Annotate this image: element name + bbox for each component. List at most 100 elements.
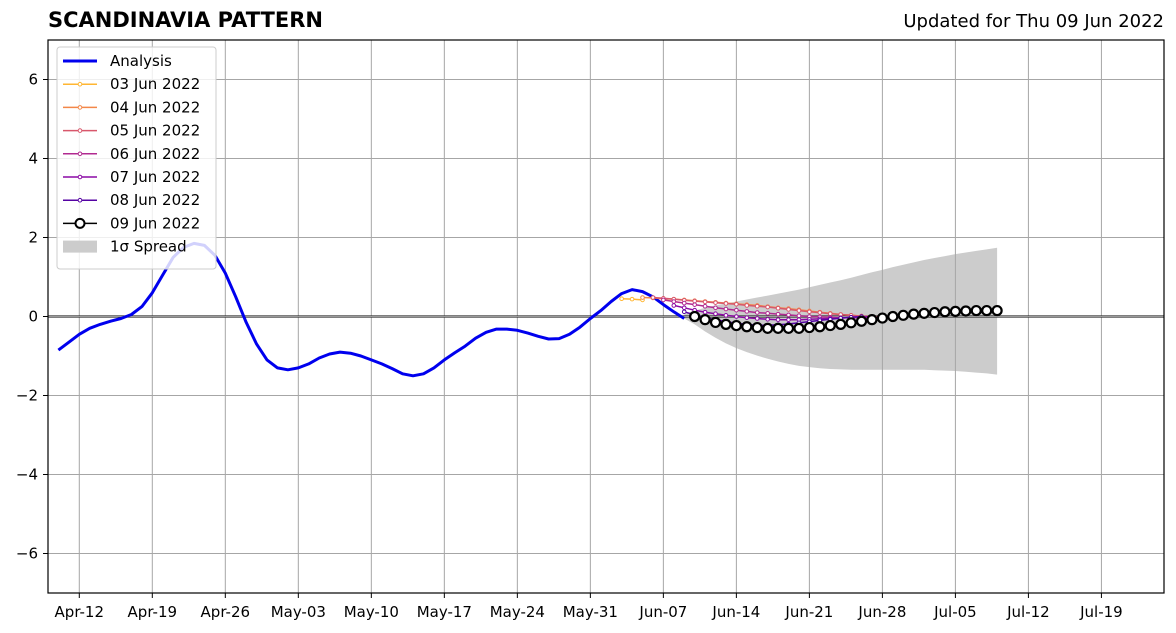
y-tick-label: −6 [16,545,38,563]
latest-forecast-point [803,321,815,334]
x-tick-label: Jun-28 [857,603,906,621]
forecast-point [796,308,802,313]
forecast-point [702,303,708,309]
legend-label: 09 Jun 2022 [110,214,200,232]
forecast-point [713,305,718,311]
spread-band [684,247,998,375]
latest-forecast-point [782,322,795,334]
latest-forecast-point [845,317,857,329]
x-tick-label: Apr-12 [55,603,105,621]
latest-forecast-series [689,304,1003,334]
latest-forecast-point [939,306,951,318]
latest-forecast-point [887,310,899,323]
legend-swatch-marker [74,217,86,229]
forecast-point [754,310,760,315]
forecast-point [765,304,770,310]
x-tick-label: May-10 [344,603,399,621]
forecast-point [640,295,645,300]
x-tick-label: Jun-07 [638,603,687,621]
legend: Analysis 03 Jun 2022 04 Jun 2022 05 Jun 202… [56,46,217,270]
forecast-point [754,303,760,309]
forecast-point [723,306,729,312]
latest-forecast-point [866,314,878,326]
forecast-point [744,303,750,308]
forecast-point [807,309,812,315]
latest-forecast-point [709,316,722,329]
latest-forecast-point [981,304,993,317]
forecast-point [734,301,739,307]
forecast-point [754,316,760,321]
latest-forecast-point [835,318,847,330]
forecast-point [796,313,802,319]
plot-area [48,40,1164,593]
forecast-point [786,312,791,318]
legend-box [56,46,217,270]
forecast-point [671,303,677,308]
latest-forecast-point [793,322,805,334]
latest-forecast-point [960,305,972,317]
forecast-point [786,307,791,312]
latest-forecast-point [720,318,732,330]
forecast-point [723,301,729,306]
latest-forecast-point [908,308,920,320]
latest-forecast-point [751,321,763,334]
y-tick-label: 4 [28,150,38,168]
y-tick-label: 6 [28,71,38,89]
latest-forecast-point [699,314,711,326]
forecast-point [713,300,718,305]
y-tick-label: 0 [28,308,38,326]
forecast-point [775,305,781,311]
forecast-point [723,313,729,318]
latest-forecast-point [949,305,962,317]
latest-forecast-point [730,319,742,332]
forecast-point [619,296,624,302]
x-tick-label: Jun-14 [711,603,760,621]
forecast-point [765,316,770,322]
forecast-point [681,309,687,315]
forecast-point [629,296,635,302]
latest-forecast-point [928,306,941,319]
latest-forecast-point [824,319,836,332]
latest-forecast-point [772,322,784,334]
x-tick-label: Jul-19 [1079,603,1123,621]
legend-label: 06 Jun 2022 [110,145,200,163]
forecast-point [671,299,677,304]
legend-label: 05 Jun 2022 [110,122,200,140]
latest-forecast-point [897,309,909,321]
forecast-point [702,309,708,315]
forecast-point [681,305,687,311]
forecast-point [775,317,781,322]
forecast-point [765,311,770,316]
forecast-point [661,297,666,303]
chart-subtitle: Updated for Thu 09 Jun 2022 [903,11,1164,32]
x-tick-label: May-03 [271,603,326,621]
y-tick-label: −4 [16,466,38,484]
chart-title: SCANDINAVIA PATTERN [48,8,323,32]
latest-forecast-point [855,315,868,327]
legend-label: 1σ Spread [110,238,187,256]
x-tick-label: May-31 [563,603,618,621]
forecast-point [692,302,697,307]
latest-forecast-point [918,307,930,319]
forecast-point [744,309,750,314]
forecast-point [817,310,823,315]
legend-swatch-marker [77,105,83,110]
legend-swatch-marker [77,174,83,180]
x-tick-label: Jul-05 [933,603,977,621]
latest-forecast-point [689,310,701,323]
latest-forecast-point [876,312,888,324]
legend-label: 03 Jun 2022 [110,75,200,93]
x-tick-label: Apr-26 [201,603,251,621]
x-tick-label: May-24 [490,603,545,621]
forecast-point [775,311,781,317]
x-tick-label: May-17 [417,603,472,621]
latest-forecast-point [814,321,826,333]
y-tick-label: 2 [28,229,38,247]
legend-swatch-marker [77,81,83,87]
forecast-point [786,317,791,322]
y-tick-label: −2 [16,387,38,405]
forecast-point [713,311,718,317]
forecast-point [734,314,739,319]
x-tick-label: Jun-21 [784,603,833,621]
